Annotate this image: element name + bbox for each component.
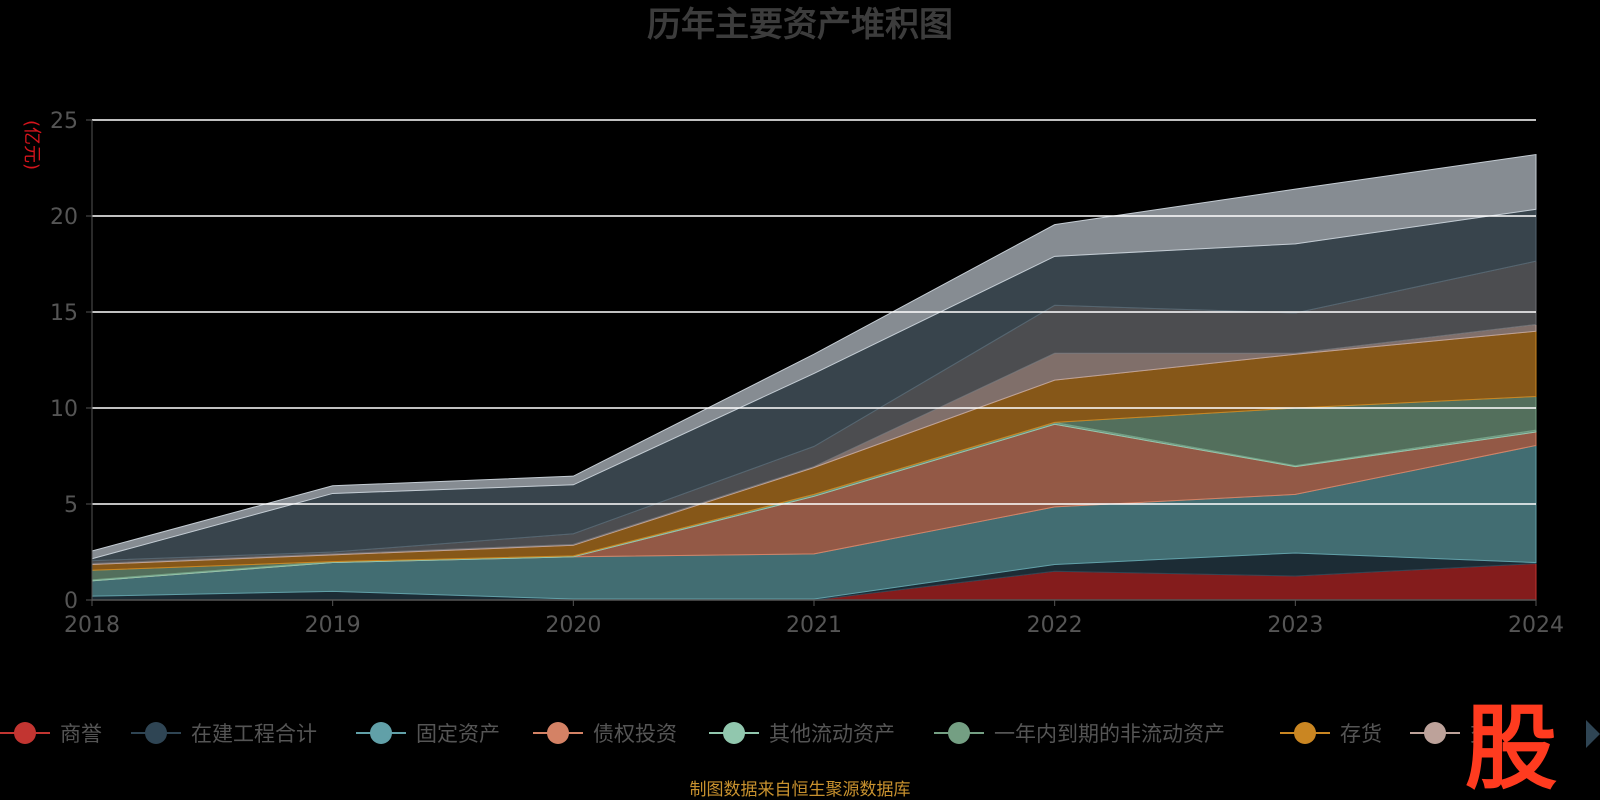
legend-marker-7 [1424,722,1446,744]
legend-label-3: 债权投资 [593,722,677,746]
legend-items[interactable]: 商誉 在建工程合计 固定资产 债权投资 其他流动资产 一年内到期的非流动资产 存货 交易性金融… [0,722,1600,746]
legend[interactable]: 商誉 在建工程合计 固定资产 债权投资 其他流动资产 一年内到期的非流动资产 存货 交易性金融… [0,722,1600,746]
y-tick-label-3: 15 [50,301,78,326]
x-tick-label-3: 2021 [786,613,842,638]
x-tick-label-1: 2019 [305,613,361,638]
x-tick-label-2: 2020 [545,613,601,638]
legend-label-1: 在建工程合计 [191,722,317,746]
legend-marker-5 [948,722,970,744]
x-tick-label-6: 2024 [1508,613,1564,638]
y-tick-label-2: 10 [50,397,78,422]
legend-item-2[interactable]: 固定资产 [356,722,500,746]
legend-item-7[interactable]: 交易性金融资产 [1410,722,1600,746]
legend-item-6[interactable]: 存货 [1280,722,1382,746]
logo-mark: 股 [1465,695,1557,800]
legend-marker-6 [1294,722,1316,744]
legend-marker-1 [145,722,167,744]
legend-marker-0 [14,722,36,744]
chart-title: 历年主要资产堆积图 [647,5,953,45]
legend-label-5: 一年内到期的非流动资产 [994,722,1225,746]
legend-marker-4 [723,722,745,744]
x-tick-label-5: 2023 [1267,613,1323,638]
legend-item-5[interactable]: 一年内到期的非流动资产 [934,722,1225,746]
area-series-10 [91,153,1537,560]
legend-item-3[interactable]: 债权投资 [533,722,677,746]
y-tick-label-1: 5 [64,493,78,518]
legend-next-arrow[interactable] [1586,720,1600,748]
source-note: 制图数据来自恒生聚源数据库 [690,780,911,800]
legend-item-4[interactable]: 其他流动资产 [709,722,895,746]
legend-label-4: 其他流动资产 [769,722,895,746]
y-tick-label-5: 25 [50,109,78,134]
area-series-group [91,153,1537,601]
gridlines [92,119,1536,505]
y-unit-label: (亿元) [21,120,42,170]
legend-item-0[interactable]: 商誉 [0,722,102,746]
x-tick-label-0: 2018 [64,613,120,638]
legend-label-7: 交易性金融资产 [1470,722,1600,746]
legend-marker-3 [547,722,569,744]
legend-label-0: 商誉 [60,722,102,746]
legend-label-6: 存货 [1340,722,1382,746]
y-tick-label-0: 0 [64,589,78,614]
axes: 0 5 10 15 20 25 2018 2019 2020 2021 2022 2023 2024 [50,109,1564,638]
legend-marker-2 [370,722,392,744]
legend-item-1[interactable]: 在建工程合计 [131,722,317,746]
x-tick-label-4: 2022 [1027,613,1083,638]
y-tick-label-4: 20 [50,205,78,230]
legend-label-2: 固定资产 [416,722,500,746]
